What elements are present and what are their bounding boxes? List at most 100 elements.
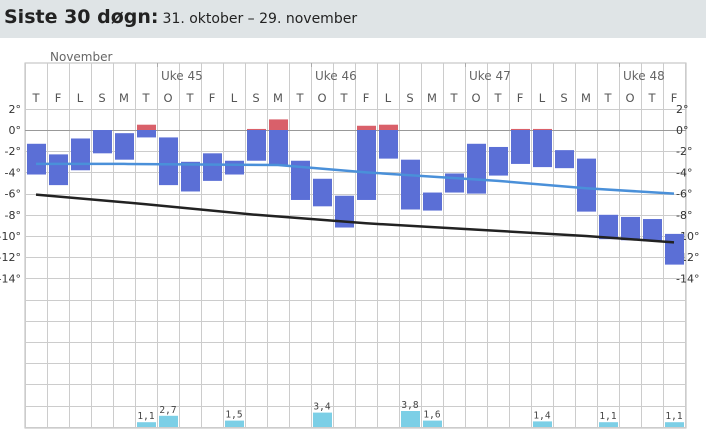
day-label: L bbox=[231, 91, 238, 105]
temp-bar bbox=[555, 150, 574, 169]
y-tick-label-left: -12° bbox=[0, 251, 21, 264]
temp-bar bbox=[159, 137, 178, 186]
temp-bar bbox=[27, 143, 46, 175]
temp-bar bbox=[577, 158, 596, 212]
day-label: T bbox=[339, 91, 348, 105]
chart-header: Siste 30 døgn: 31. oktober – 29. november bbox=[0, 0, 706, 38]
day-label: L bbox=[77, 91, 84, 105]
precipitation-bar bbox=[599, 422, 618, 427]
temp-bar bbox=[599, 214, 618, 240]
precipitation-bar bbox=[401, 411, 420, 427]
precipitation-label: 3,8 bbox=[401, 400, 418, 411]
day-label: T bbox=[31, 91, 40, 105]
y-tick-label-right: -6° bbox=[676, 188, 692, 201]
day-label: O bbox=[471, 91, 480, 105]
temp-bar bbox=[533, 130, 552, 168]
temp-bar-above-zero bbox=[533, 128, 552, 130]
week-label: Uke 48 bbox=[623, 69, 665, 83]
day-label: F bbox=[55, 91, 62, 105]
day-label: L bbox=[385, 91, 392, 105]
precipitation-bar bbox=[159, 415, 178, 427]
temp-bar bbox=[71, 138, 90, 171]
normal-temperature-line bbox=[35, 193, 675, 244]
day-label: S bbox=[406, 91, 413, 105]
y-tick-label-left: -4° bbox=[5, 166, 21, 179]
temp-bar bbox=[665, 233, 684, 265]
temp-bar bbox=[511, 130, 530, 164]
day-label: S bbox=[98, 91, 105, 105]
day-label: M bbox=[427, 91, 437, 105]
precipitation-label: 1,6 bbox=[423, 410, 440, 421]
temp-bar bbox=[489, 146, 508, 176]
temp-bar bbox=[621, 216, 640, 241]
month-label: November bbox=[50, 50, 112, 64]
y-tick-label-left: -8° bbox=[5, 209, 21, 222]
y-tick-label-left: 0° bbox=[9, 124, 22, 137]
temp-bar bbox=[269, 130, 288, 165]
temp-bar-above-zero bbox=[379, 124, 398, 130]
temp-bar bbox=[335, 195, 354, 228]
y-tick-label-right: -4° bbox=[676, 166, 692, 179]
temp-bar bbox=[49, 154, 68, 186]
day-label: F bbox=[209, 91, 216, 105]
temp-bar bbox=[203, 153, 222, 181]
week-label: Uke 46 bbox=[315, 69, 357, 83]
precipitation-bar bbox=[225, 420, 244, 427]
week-label: Uke 47 bbox=[469, 69, 511, 83]
temp-bar bbox=[423, 192, 442, 211]
day-label: O bbox=[317, 91, 326, 105]
temp-bar bbox=[445, 173, 464, 193]
precipitation-label: 1,1 bbox=[599, 411, 616, 422]
temp-bar bbox=[643, 219, 662, 242]
y-tick-label-right: -14° bbox=[676, 272, 699, 285]
temp-bar bbox=[115, 133, 134, 160]
temp-bar-above-zero bbox=[511, 128, 530, 130]
y-tick-label-left: 2° bbox=[9, 103, 22, 116]
precipitation-label: 1,5 bbox=[225, 410, 242, 421]
day-label: S bbox=[560, 91, 567, 105]
chart-title: Siste 30 døgn: 31. oktober – 29. november bbox=[4, 6, 357, 28]
temp-bar bbox=[357, 130, 376, 200]
week-label: Uke 45 bbox=[161, 69, 203, 83]
temp-bar-above-zero bbox=[357, 125, 376, 130]
average-temperature-line bbox=[36, 162, 675, 195]
temp-bar-above-zero bbox=[137, 124, 156, 130]
precipitation-bar bbox=[423, 420, 442, 427]
day-label: S bbox=[252, 91, 259, 105]
day-label: F bbox=[363, 91, 370, 105]
temp-bar bbox=[467, 143, 486, 194]
precipitation-label: 1,4 bbox=[533, 410, 550, 421]
day-label: T bbox=[449, 91, 458, 105]
precipitation-bar bbox=[665, 422, 684, 427]
y-tick-label-right: 2° bbox=[676, 103, 689, 116]
y-tick-label-right: -8° bbox=[676, 209, 692, 222]
temp-bar bbox=[137, 130, 156, 138]
precipitation-label: 1,1 bbox=[137, 411, 154, 422]
precipitation-label: 3,4 bbox=[313, 402, 330, 413]
temp-bar bbox=[181, 161, 200, 192]
temp-bar bbox=[93, 130, 112, 154]
temp-bar-above-zero bbox=[247, 128, 266, 130]
day-label: F bbox=[517, 91, 524, 105]
temp-bar-above-zero bbox=[269, 119, 288, 130]
day-label: T bbox=[141, 91, 150, 105]
y-tick-label-left: -10° bbox=[0, 230, 21, 243]
y-tick-label-left: -14° bbox=[0, 272, 21, 285]
day-label: T bbox=[185, 91, 194, 105]
day-label: M bbox=[119, 91, 129, 105]
temp-bar bbox=[291, 160, 310, 200]
y-tick-label-right: 0° bbox=[676, 124, 689, 137]
day-label: O bbox=[163, 91, 172, 105]
chart-subtitle: 31. oktober – 29. november bbox=[162, 11, 358, 27]
day-label: T bbox=[493, 91, 502, 105]
temp-bar bbox=[313, 178, 332, 207]
temp-bar bbox=[225, 160, 244, 175]
precipitation-bar bbox=[533, 421, 552, 427]
day-label: M bbox=[273, 91, 283, 105]
day-label: F bbox=[671, 91, 678, 105]
title-text: Siste 30 døgn: bbox=[4, 6, 159, 28]
y-tick-label-right: -2° bbox=[676, 145, 692, 158]
day-label: T bbox=[647, 91, 656, 105]
temp-bar bbox=[247, 130, 266, 161]
